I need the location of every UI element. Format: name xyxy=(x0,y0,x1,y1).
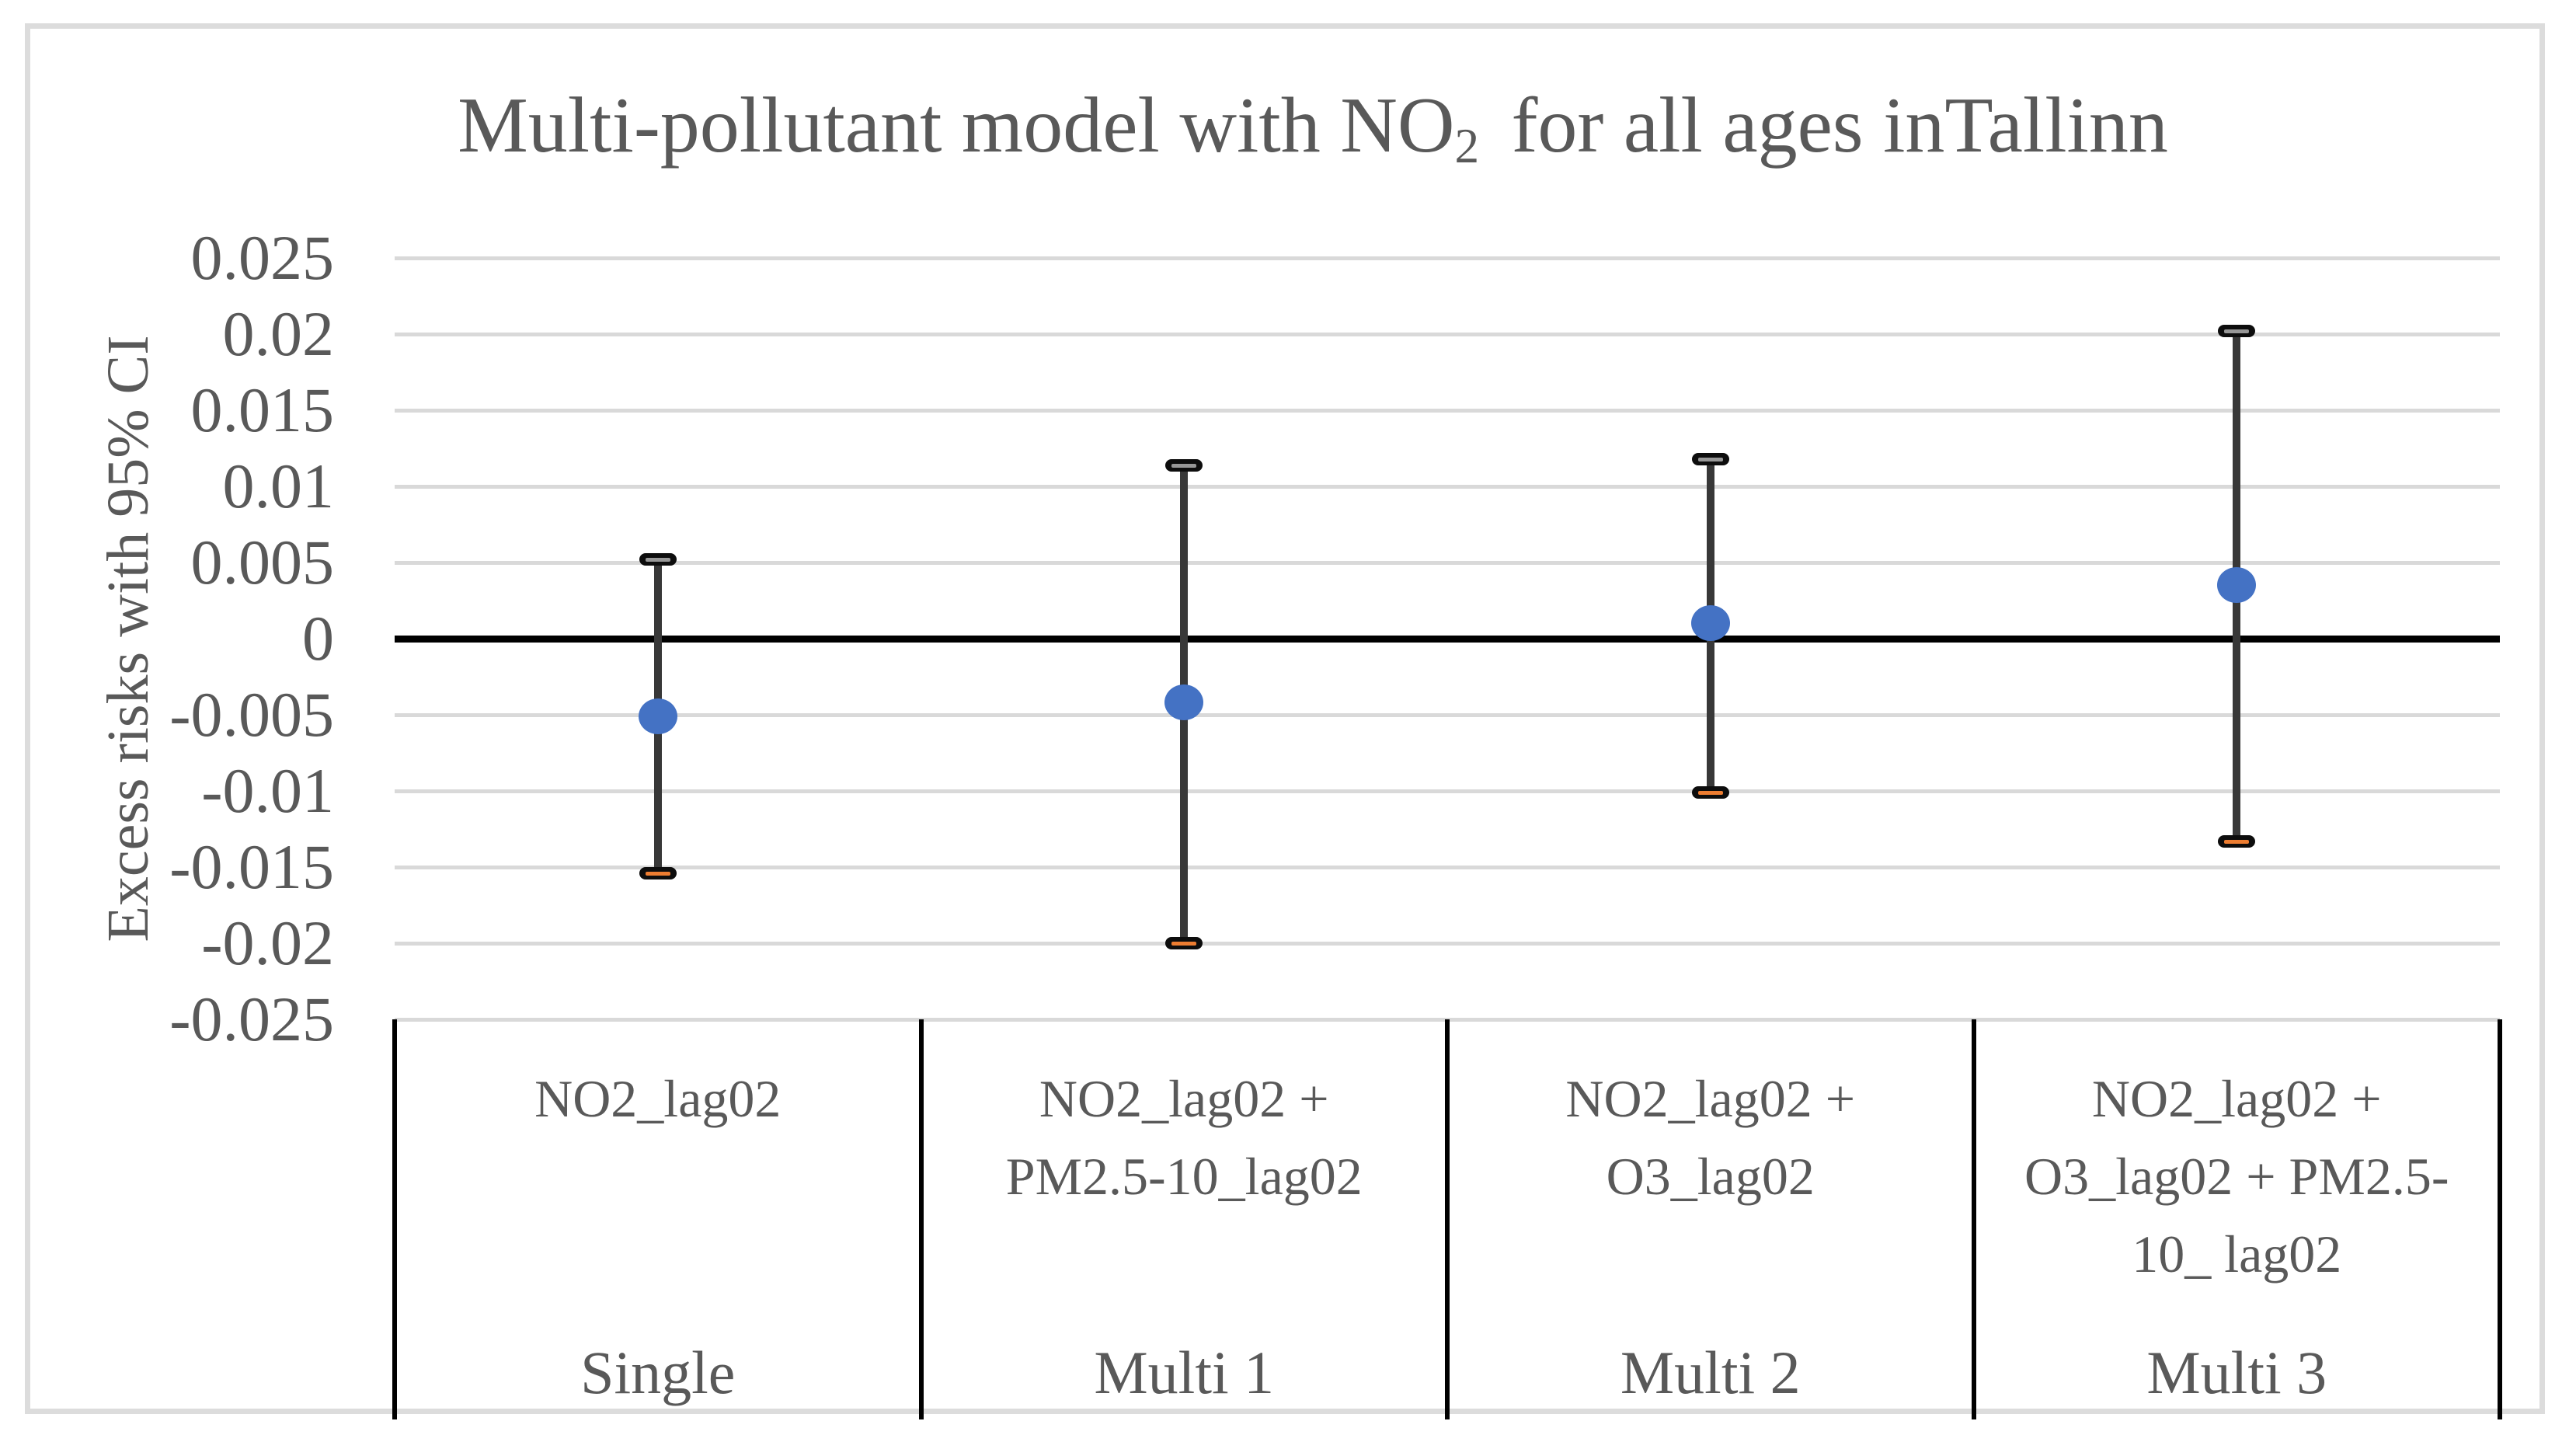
category-model-label: Single xyxy=(580,1339,736,1406)
category-divider xyxy=(2498,1019,2502,1419)
category-pollutant-line: NO2_lag02 + xyxy=(1565,1069,1856,1128)
category-pollutant-line: O3_lag02 + PM2.5- xyxy=(2024,1147,2449,1206)
gridline xyxy=(395,713,2500,717)
error-bar-cap-upper xyxy=(1165,458,1203,472)
chart-title-subscript: 2 xyxy=(1454,118,1480,173)
upper-ci-marker xyxy=(1697,457,1723,462)
y-tick-label: 0.015 xyxy=(190,374,335,445)
category-pollutant-line: NO2_lag02 + xyxy=(1039,1069,1329,1128)
y-tick-label: -0.025 xyxy=(169,984,334,1054)
error-bar-cap-upper xyxy=(1691,452,1729,465)
category-model-label: Multi 3 xyxy=(2146,1339,2327,1406)
category-pollutant-line: O3_lag02 xyxy=(1606,1147,1815,1206)
chart-title: Multi-pollutant model with NO2 for all a… xyxy=(47,71,2576,190)
gridline xyxy=(395,789,2500,793)
category-cell: NO2_lag02 + O3_lag02 Multi 2 xyxy=(1447,1019,1974,1419)
y-tick-label: -0.02 xyxy=(201,907,334,978)
category-cell: NO2_lag02 Single xyxy=(395,1019,921,1419)
y-tick-label: 0.005 xyxy=(190,527,335,597)
chart-frame xyxy=(25,23,2545,1414)
y-tick-label: -0.015 xyxy=(169,831,334,902)
upper-ci-marker xyxy=(2224,329,2250,334)
category-pollutant-line: NO2_lag02 xyxy=(534,1069,782,1128)
category-divider xyxy=(1971,1019,1976,1419)
category-pollutant-line: NO2_lag02 + xyxy=(2091,1069,2382,1128)
category-pollutant-line: PM2.5-10_lag02 xyxy=(1005,1147,1363,1206)
category-pollutant-label: NO2_lag02 + O3_lag02 xyxy=(1447,1060,1974,1215)
data-point xyxy=(2217,567,2257,604)
error-bar-cap-lower xyxy=(1165,937,1203,949)
lower-ci-marker xyxy=(645,871,670,876)
y-tick-label: -0.01 xyxy=(201,755,334,826)
data-point xyxy=(1164,684,1204,721)
category-pollutant-label: NO2_lag02 xyxy=(395,1060,921,1137)
y-tick-label: 0.025 xyxy=(190,222,335,293)
data-point xyxy=(1690,605,1730,642)
gridline xyxy=(395,866,2500,869)
lower-ci-marker xyxy=(1171,942,1197,946)
error-bar-cap-lower xyxy=(2218,834,2256,848)
upper-ci-marker xyxy=(645,558,670,563)
category-model-label: Multi 2 xyxy=(1620,1339,1801,1406)
error-bar-cap-lower xyxy=(639,866,677,879)
error-bar-cap-upper xyxy=(2218,325,2256,338)
y-tick-label: 0.01 xyxy=(222,451,335,521)
zero-line xyxy=(395,636,2500,643)
chart-title-text-2: for all ages inTallinn xyxy=(1491,82,2168,169)
category-pollutant-line: 10_ lag02 xyxy=(2132,1224,2342,1284)
category-divider xyxy=(918,1019,924,1419)
error-bar-cap-upper xyxy=(639,553,677,566)
category-cell: NO2_lag02 + PM2.5-10_lag02 Multi 1 xyxy=(921,1019,1448,1419)
gridline xyxy=(395,409,2500,413)
gridline xyxy=(395,256,2500,260)
category-pollutant-label: NO2_lag02 + PM2.5-10_lag02 xyxy=(921,1060,1448,1215)
gridline xyxy=(395,485,2500,489)
category-divider xyxy=(392,1019,397,1419)
y-tick-label: 0 xyxy=(302,603,334,674)
category-pollutant-label: NO2_lag02 + O3_lag02 + PM2.5- 10_ lag02 xyxy=(1974,1060,2501,1293)
y-tick-label: 0.02 xyxy=(222,298,335,369)
data-point xyxy=(638,698,677,734)
category-model-label: Multi 1 xyxy=(1094,1339,1275,1406)
upper-ci-marker xyxy=(1171,463,1197,468)
error-bar-cap-lower xyxy=(1691,785,1729,799)
gridline xyxy=(395,561,2500,565)
chart-title-text: Multi-pollutant model with NO xyxy=(458,82,1455,169)
y-tick-label: -0.005 xyxy=(169,679,334,750)
category-divider xyxy=(1445,1019,1450,1419)
gridline xyxy=(395,333,2500,336)
lower-ci-marker xyxy=(1697,790,1723,795)
gridline xyxy=(395,942,2500,946)
lower-ci-marker xyxy=(2224,839,2250,844)
category-cell: NO2_lag02 + O3_lag02 + PM2.5- 10_ lag02 Mul… xyxy=(1974,1019,2501,1419)
